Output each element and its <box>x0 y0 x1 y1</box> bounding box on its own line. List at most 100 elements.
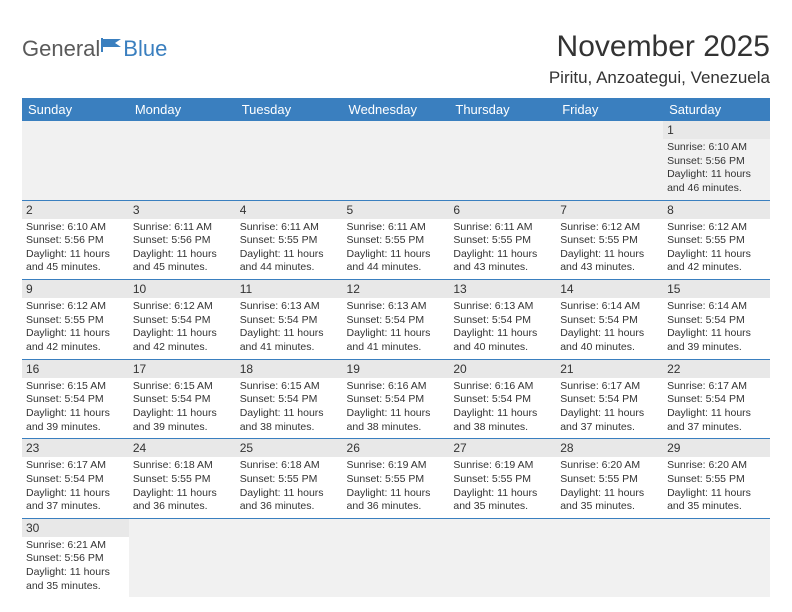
sunrise-line: Sunrise: 6:19 AM <box>453 459 552 473</box>
sunset-line: Sunset: 5:55 PM <box>667 234 766 248</box>
sunset-line: Sunset: 5:54 PM <box>560 314 659 328</box>
sunrise-line: Sunrise: 6:10 AM <box>667 141 766 155</box>
day-number: 7 <box>556 201 663 219</box>
daylight-line: Daylight: 11 hours and 44 minutes. <box>240 248 339 275</box>
day-cell <box>22 121 129 200</box>
daylight-line: Daylight: 11 hours and 36 minutes. <box>347 487 446 514</box>
sunset-line: Sunset: 5:55 PM <box>453 234 552 248</box>
sunrise-line: Sunrise: 6:11 AM <box>240 221 339 235</box>
day-number: 20 <box>449 360 556 378</box>
sunset-line: Sunset: 5:54 PM <box>240 393 339 407</box>
sunset-line: Sunset: 5:54 PM <box>667 314 766 328</box>
sunrise-line: Sunrise: 6:12 AM <box>26 300 125 314</box>
day-number: 26 <box>343 439 450 457</box>
daylight-line: Daylight: 11 hours and 41 minutes. <box>347 327 446 354</box>
logo-text1: General <box>22 36 100 62</box>
day-number: 18 <box>236 360 343 378</box>
day-body: Sunrise: 6:12 AMSunset: 5:55 PMDaylight:… <box>22 298 129 359</box>
day-body: Sunrise: 6:19 AMSunset: 5:55 PMDaylight:… <box>343 457 450 518</box>
sunrise-line: Sunrise: 6:15 AM <box>26 380 125 394</box>
day-body: Sunrise: 6:17 AMSunset: 5:54 PMDaylight:… <box>663 378 770 439</box>
day-cell: 21Sunrise: 6:17 AMSunset: 5:54 PMDayligh… <box>556 359 663 439</box>
day-cell: 17Sunrise: 6:15 AMSunset: 5:54 PMDayligh… <box>129 359 236 439</box>
day-number: 6 <box>449 201 556 219</box>
sunrise-line: Sunrise: 6:18 AM <box>133 459 232 473</box>
day-body: Sunrise: 6:18 AMSunset: 5:55 PMDaylight:… <box>129 457 236 518</box>
daylight-line: Daylight: 11 hours and 35 minutes. <box>453 487 552 514</box>
day-cell: 5Sunrise: 6:11 AMSunset: 5:55 PMDaylight… <box>343 200 450 280</box>
table-row: 16Sunrise: 6:15 AMSunset: 5:54 PMDayligh… <box>22 359 770 439</box>
sunset-line: Sunset: 5:54 PM <box>453 393 552 407</box>
daylight-line: Daylight: 11 hours and 37 minutes. <box>667 407 766 434</box>
day-cell: 15Sunrise: 6:14 AMSunset: 5:54 PMDayligh… <box>663 280 770 360</box>
col-friday: Friday <box>556 98 663 121</box>
col-saturday: Saturday <box>663 98 770 121</box>
day-number: 5 <box>343 201 450 219</box>
day-number: 28 <box>556 439 663 457</box>
daylight-line: Daylight: 11 hours and 45 minutes. <box>26 248 125 275</box>
day-body: Sunrise: 6:11 AMSunset: 5:55 PMDaylight:… <box>343 219 450 280</box>
day-cell: 27Sunrise: 6:19 AMSunset: 5:55 PMDayligh… <box>449 439 556 519</box>
table-row: 1Sunrise: 6:10 AMSunset: 5:56 PMDaylight… <box>22 121 770 200</box>
day-cell: 12Sunrise: 6:13 AMSunset: 5:54 PMDayligh… <box>343 280 450 360</box>
sunrise-line: Sunrise: 6:10 AM <box>26 221 125 235</box>
sunrise-line: Sunrise: 6:11 AM <box>453 221 552 235</box>
day-cell: 25Sunrise: 6:18 AMSunset: 5:55 PMDayligh… <box>236 439 343 519</box>
day-body: Sunrise: 6:21 AMSunset: 5:56 PMDaylight:… <box>22 537 129 598</box>
sunrise-line: Sunrise: 6:19 AM <box>347 459 446 473</box>
daylight-line: Daylight: 11 hours and 38 minutes. <box>347 407 446 434</box>
page-title: November 2025 <box>549 30 770 64</box>
daylight-line: Daylight: 11 hours and 36 minutes. <box>240 487 339 514</box>
daylight-line: Daylight: 11 hours and 38 minutes. <box>240 407 339 434</box>
sunset-line: Sunset: 5:55 PM <box>667 473 766 487</box>
sunrise-line: Sunrise: 6:15 AM <box>240 380 339 394</box>
day-cell: 7Sunrise: 6:12 AMSunset: 5:55 PMDaylight… <box>556 200 663 280</box>
daylight-line: Daylight: 11 hours and 45 minutes. <box>133 248 232 275</box>
day-cell: 22Sunrise: 6:17 AMSunset: 5:54 PMDayligh… <box>663 359 770 439</box>
day-number: 13 <box>449 280 556 298</box>
day-cell: 8Sunrise: 6:12 AMSunset: 5:55 PMDaylight… <box>663 200 770 280</box>
day-cell: 30Sunrise: 6:21 AMSunset: 5:56 PMDayligh… <box>22 518 129 597</box>
day-cell <box>556 518 663 597</box>
daylight-line: Daylight: 11 hours and 46 minutes. <box>667 168 766 195</box>
day-body: Sunrise: 6:16 AMSunset: 5:54 PMDaylight:… <box>449 378 556 439</box>
location: Piritu, Anzoategui, Venezuela <box>549 68 770 88</box>
col-thursday: Thursday <box>449 98 556 121</box>
daylight-line: Daylight: 11 hours and 37 minutes. <box>26 487 125 514</box>
day-number: 3 <box>129 201 236 219</box>
day-cell: 1Sunrise: 6:10 AMSunset: 5:56 PMDaylight… <box>663 121 770 200</box>
daylight-line: Daylight: 11 hours and 35 minutes. <box>560 487 659 514</box>
day-cell: 26Sunrise: 6:19 AMSunset: 5:55 PMDayligh… <box>343 439 450 519</box>
sunset-line: Sunset: 5:54 PM <box>133 314 232 328</box>
sunrise-line: Sunrise: 6:12 AM <box>560 221 659 235</box>
col-monday: Monday <box>129 98 236 121</box>
sunset-line: Sunset: 5:55 PM <box>560 473 659 487</box>
table-row: 2Sunrise: 6:10 AMSunset: 5:56 PMDaylight… <box>22 200 770 280</box>
day-body: Sunrise: 6:15 AMSunset: 5:54 PMDaylight:… <box>22 378 129 439</box>
day-cell: 19Sunrise: 6:16 AMSunset: 5:54 PMDayligh… <box>343 359 450 439</box>
day-number: 15 <box>663 280 770 298</box>
sunrise-line: Sunrise: 6:20 AM <box>560 459 659 473</box>
day-body: Sunrise: 6:12 AMSunset: 5:55 PMDaylight:… <box>663 219 770 280</box>
day-cell <box>449 518 556 597</box>
sunset-line: Sunset: 5:54 PM <box>347 393 446 407</box>
day-number: 1 <box>663 121 770 139</box>
day-cell: 28 Sunrise: 6:20 AMSunset: 5:55 PMDayligh… <box>556 439 663 519</box>
daylight-line: Daylight: 11 hours and 40 minutes. <box>453 327 552 354</box>
daylight-line: Daylight: 11 hours and 41 minutes. <box>240 327 339 354</box>
daylight-line: Daylight: 11 hours and 39 minutes. <box>667 327 766 354</box>
day-cell: 14Sunrise: 6:14 AMSunset: 5:54 PMDayligh… <box>556 280 663 360</box>
day-number: 10 <box>129 280 236 298</box>
sunrise-line: Sunrise: 6:20 AM <box>667 459 766 473</box>
sunrise-line: Sunrise: 6:13 AM <box>240 300 339 314</box>
calendar-table: Sunday Monday Tuesday Wednesday Thursday… <box>22 98 770 597</box>
sunrise-line: Sunrise: 6:16 AM <box>347 380 446 394</box>
day-number: 23 <box>22 439 129 457</box>
day-number: 24 <box>129 439 236 457</box>
table-row: 9Sunrise: 6:12 AMSunset: 5:55 PMDaylight… <box>22 280 770 360</box>
day-body: Sunrise: 6:12 AMSunset: 5:54 PMDaylight:… <box>129 298 236 359</box>
sunrise-line: Sunrise: 6:11 AM <box>133 221 232 235</box>
day-cell: 6Sunrise: 6:11 AMSunset: 5:55 PMDaylight… <box>449 200 556 280</box>
daylight-line: Daylight: 11 hours and 42 minutes. <box>133 327 232 354</box>
day-number: 21 <box>556 360 663 378</box>
